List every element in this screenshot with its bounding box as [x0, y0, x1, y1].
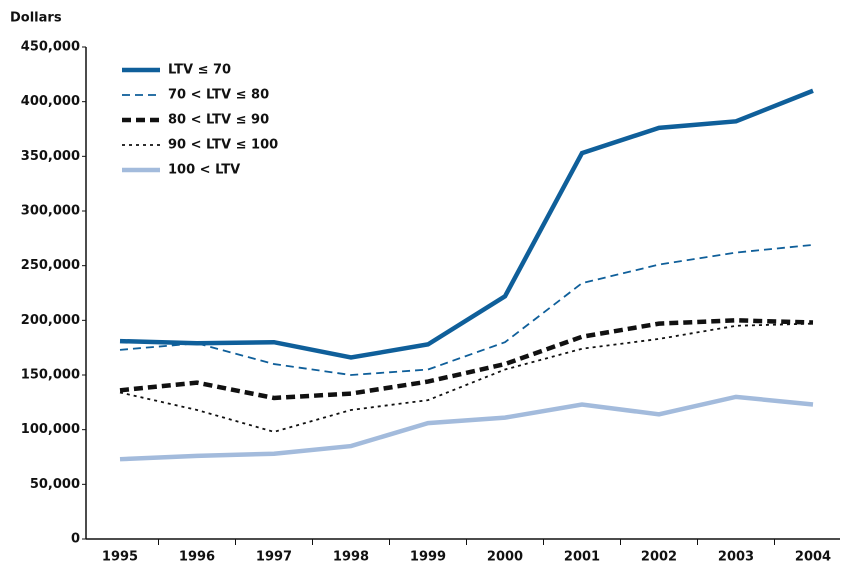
y-tick-label: 450,000 [21, 40, 80, 55]
x-tick-label: 1996 [179, 550, 215, 565]
y-tick-label: 400,000 [21, 94, 80, 109]
series-line [119, 88, 814, 360]
legend-label: LTV ≤ 70 [168, 63, 231, 78]
y-tick-label: 50,000 [30, 477, 80, 492]
x-tick-label: 1998 [333, 550, 369, 565]
x-tick-label: 2002 [641, 550, 677, 565]
y-tick-label: 350,000 [21, 149, 80, 164]
y-tick-label: 150,000 [21, 368, 80, 383]
legend-label: 100 < LTV [168, 163, 240, 178]
y-tick-label: 200,000 [21, 313, 80, 328]
x-tick-label: 2003 [718, 550, 754, 565]
series-line [119, 318, 814, 401]
x-tick-label: 2001 [564, 550, 600, 565]
x-tick-label: 1995 [102, 550, 138, 565]
x-tick-label: 2000 [487, 550, 523, 565]
legend-label: 80 < LTV ≤ 90 [168, 113, 269, 128]
series-line [119, 243, 814, 376]
legend-label: 90 < LTV ≤ 100 [168, 138, 278, 153]
x-tick-label: 1997 [256, 550, 292, 565]
y-tick-label: 250,000 [21, 258, 80, 273]
y-tick-label: 0 [71, 532, 80, 547]
y-axis-label: Dollars [10, 11, 62, 26]
x-tick-label: 1999 [410, 550, 446, 565]
series-line [119, 322, 814, 433]
x-tick-label: 2004 [795, 550, 831, 565]
legend-label: 70 < LTV ≤ 80 [168, 88, 269, 103]
series-line [119, 394, 814, 462]
y-tick-label: 100,000 [21, 422, 80, 437]
y-tick-label: 300,000 [21, 204, 80, 219]
